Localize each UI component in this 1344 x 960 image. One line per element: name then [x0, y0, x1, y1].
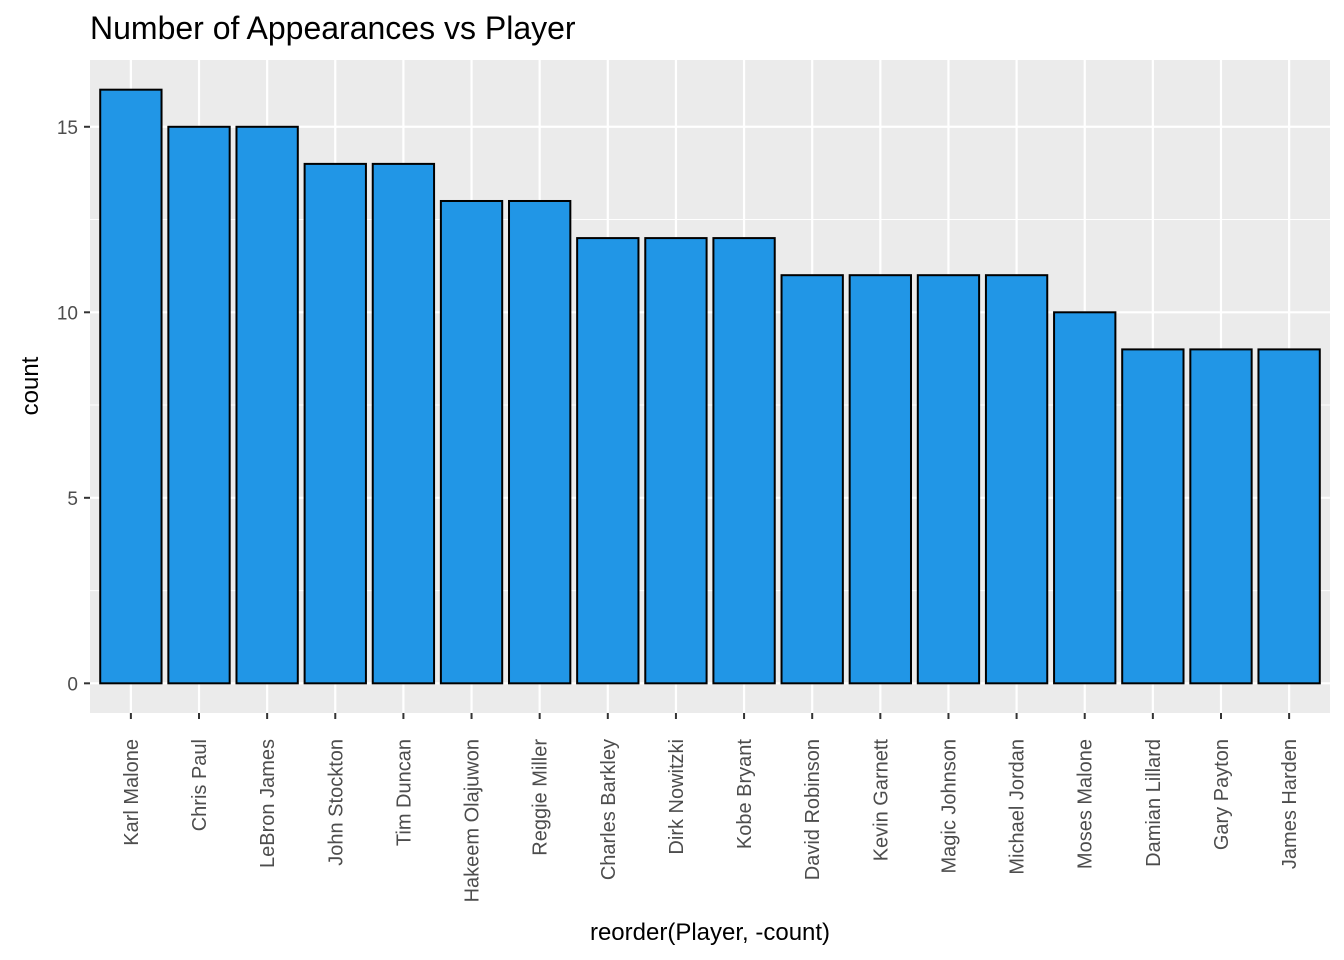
- bar: [916, 274, 981, 685]
- bar: [1121, 348, 1185, 685]
- x-tick-label: Damian Lillard: [1143, 739, 1165, 867]
- x-tick-label: James Harden: [1279, 739, 1301, 869]
- x-tick-label: Gary Payton: [1211, 739, 1233, 850]
- bar: [235, 125, 299, 685]
- x-tick-label: Reggie Miller: [530, 739, 552, 856]
- bar: [576, 237, 640, 685]
- bar: [1053, 311, 1117, 685]
- x-tick-label: John Stockton: [325, 739, 347, 866]
- bar: [1189, 348, 1253, 685]
- x-tick-label: Karl Malone: [121, 739, 143, 846]
- x-tick-label: Chris Paul: [189, 739, 211, 831]
- y-axis: 0 5 10 15: [57, 118, 90, 695]
- bar: [508, 199, 572, 685]
- y-axis-label: count: [17, 356, 44, 415]
- y-tick-label: 15: [57, 118, 78, 139]
- x-tick-label: Kobe Bryant: [734, 739, 756, 850]
- x-tick-label: David Robinson: [802, 739, 824, 880]
- x-tick-label: Kevin Garnett: [870, 739, 892, 862]
- x-tick-label: Dirk Nowitzki: [666, 739, 688, 855]
- x-axis: Karl Malone Chris Paul LeBron James John St…: [121, 713, 1301, 902]
- x-tick-label: Hakeem Olajuwon: [462, 739, 484, 902]
- x-tick-label: Tim Duncan: [393, 739, 415, 846]
- bars: [99, 88, 1321, 685]
- y-tick-label: 10: [57, 303, 78, 324]
- bar: [167, 125, 231, 685]
- y-tick-label: 0: [67, 674, 78, 695]
- x-tick-label: Magic Johnson: [938, 739, 960, 874]
- x-tick-label: Charles Barkley: [598, 739, 620, 880]
- y-tick-label: 5: [67, 489, 78, 510]
- bar: [303, 162, 367, 685]
- bar: [712, 237, 776, 685]
- x-tick-label: LeBron James: [257, 739, 279, 868]
- bar: [780, 274, 844, 685]
- bar: [644, 237, 708, 685]
- chart-title: Number of Appearances vs Player: [90, 10, 576, 46]
- bar: [439, 199, 504, 685]
- bar: [984, 274, 1049, 685]
- x-axis-label: reorder(Player, -count): [590, 919, 830, 946]
- bar: [371, 162, 436, 685]
- bar: [848, 274, 912, 685]
- x-tick-label: Moses Malone: [1075, 739, 1097, 869]
- x-tick-label: Michael Jordan: [1007, 739, 1029, 875]
- bar: [1257, 348, 1321, 685]
- bar: [99, 88, 163, 685]
